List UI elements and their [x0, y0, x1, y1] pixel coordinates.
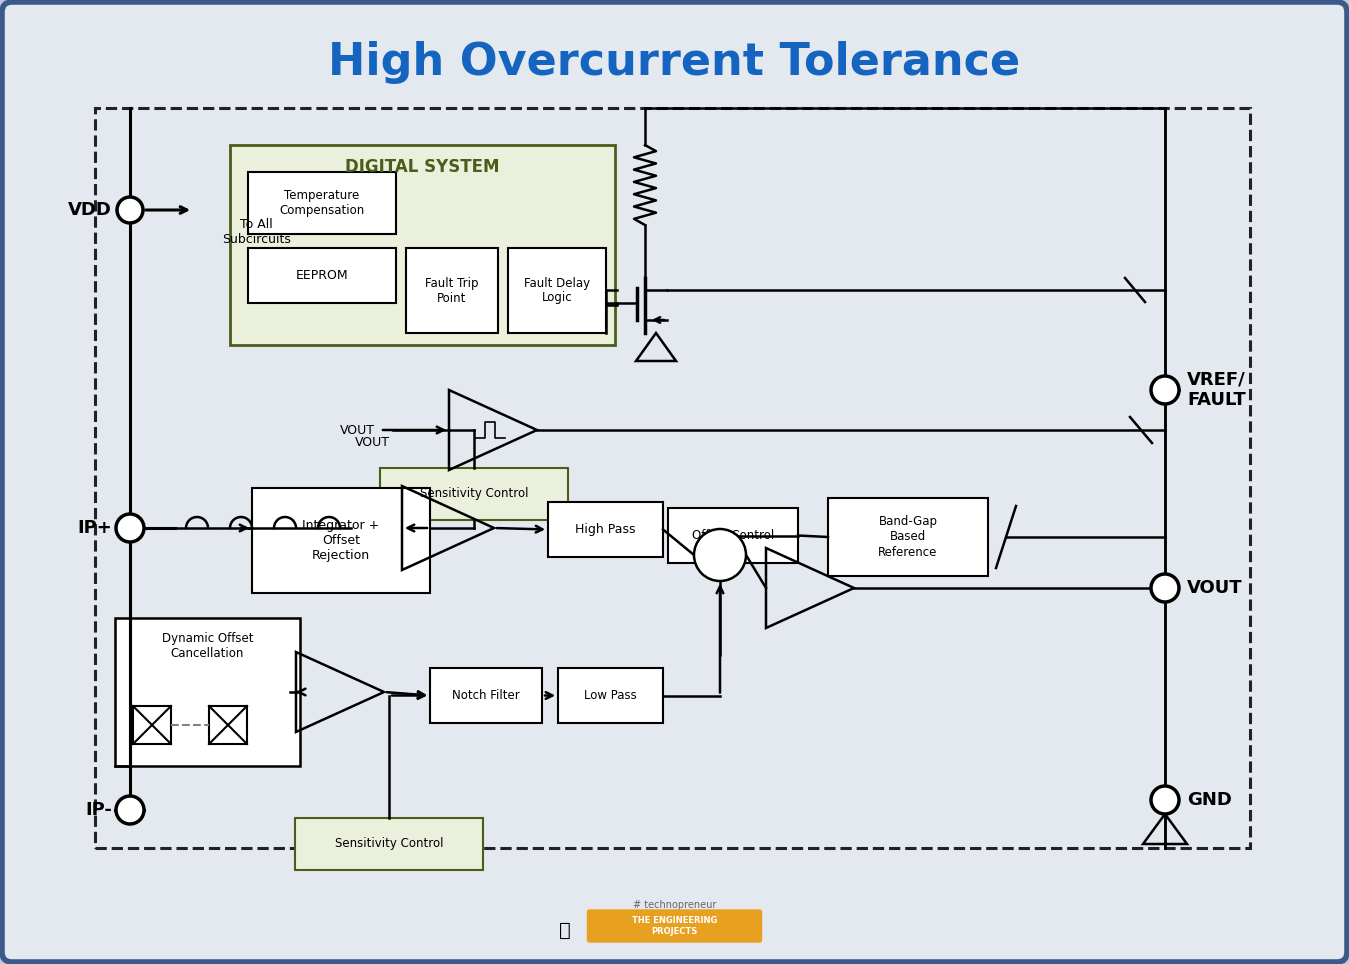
Bar — [380, 468, 568, 520]
Text: VOUT: VOUT — [1187, 579, 1242, 597]
Bar — [209, 706, 247, 744]
Text: VREF/
FAULT: VREF/ FAULT — [1187, 370, 1245, 410]
Bar — [252, 488, 430, 593]
Text: Fault Trip
Point: Fault Trip Point — [425, 277, 479, 305]
Circle shape — [693, 529, 746, 581]
Bar — [134, 706, 171, 744]
Text: To All
Subcircuits: To All Subcircuits — [223, 218, 291, 246]
Text: DIGITAL SYSTEM: DIGITAL SYSTEM — [345, 158, 499, 176]
Text: Low Pass: Low Pass — [584, 689, 637, 702]
Circle shape — [117, 197, 143, 223]
Text: VDD: VDD — [69, 201, 112, 219]
Circle shape — [116, 796, 144, 824]
Bar — [248, 172, 397, 234]
Text: VOUT: VOUT — [355, 436, 390, 448]
Circle shape — [116, 514, 144, 542]
Bar — [295, 818, 483, 870]
Bar — [558, 668, 662, 723]
Bar — [229, 145, 615, 345]
Bar — [406, 248, 498, 333]
Bar — [115, 618, 299, 766]
Text: THE ENGINEERING
PROJECTS: THE ENGINEERING PROJECTS — [631, 917, 718, 936]
Circle shape — [1151, 376, 1179, 404]
Text: IP-: IP- — [85, 801, 112, 819]
Text: +: + — [710, 543, 730, 567]
Text: Temperature
Compensation: Temperature Compensation — [279, 189, 364, 217]
Bar — [430, 668, 542, 723]
Text: High Pass: High Pass — [575, 523, 635, 536]
Text: Dynamic Offset
Cancellation: Dynamic Offset Cancellation — [162, 632, 254, 660]
Text: Band-Gap
Based
Reference: Band-Gap Based Reference — [878, 516, 938, 558]
Text: High Overcurrent Tolerance: High Overcurrent Tolerance — [328, 40, 1021, 84]
Circle shape — [1151, 574, 1179, 602]
Text: Fault Delay
Logic: Fault Delay Logic — [523, 277, 590, 305]
Circle shape — [1151, 786, 1179, 814]
Text: # technopreneur: # technopreneur — [633, 900, 716, 910]
Text: 🤖: 🤖 — [558, 921, 571, 940]
FancyBboxPatch shape — [588, 910, 761, 942]
Text: Sensitivity Control: Sensitivity Control — [420, 488, 529, 500]
Text: EEPROM: EEPROM — [295, 269, 348, 282]
Bar — [94, 108, 1251, 848]
Text: GND: GND — [1187, 791, 1232, 809]
Bar — [248, 248, 397, 303]
Bar — [548, 502, 662, 557]
Bar — [509, 248, 606, 333]
Text: VOUT: VOUT — [340, 423, 375, 437]
Bar — [668, 508, 799, 563]
Text: IP+: IP+ — [77, 519, 112, 537]
Bar — [828, 498, 987, 576]
Text: Notch Filter: Notch Filter — [452, 689, 519, 702]
Text: Sensitivity Control: Sensitivity Control — [335, 838, 444, 850]
Text: Offset Control: Offset Control — [692, 529, 774, 542]
Text: Integrator +
Offset
Rejection: Integrator + Offset Rejection — [302, 519, 379, 562]
